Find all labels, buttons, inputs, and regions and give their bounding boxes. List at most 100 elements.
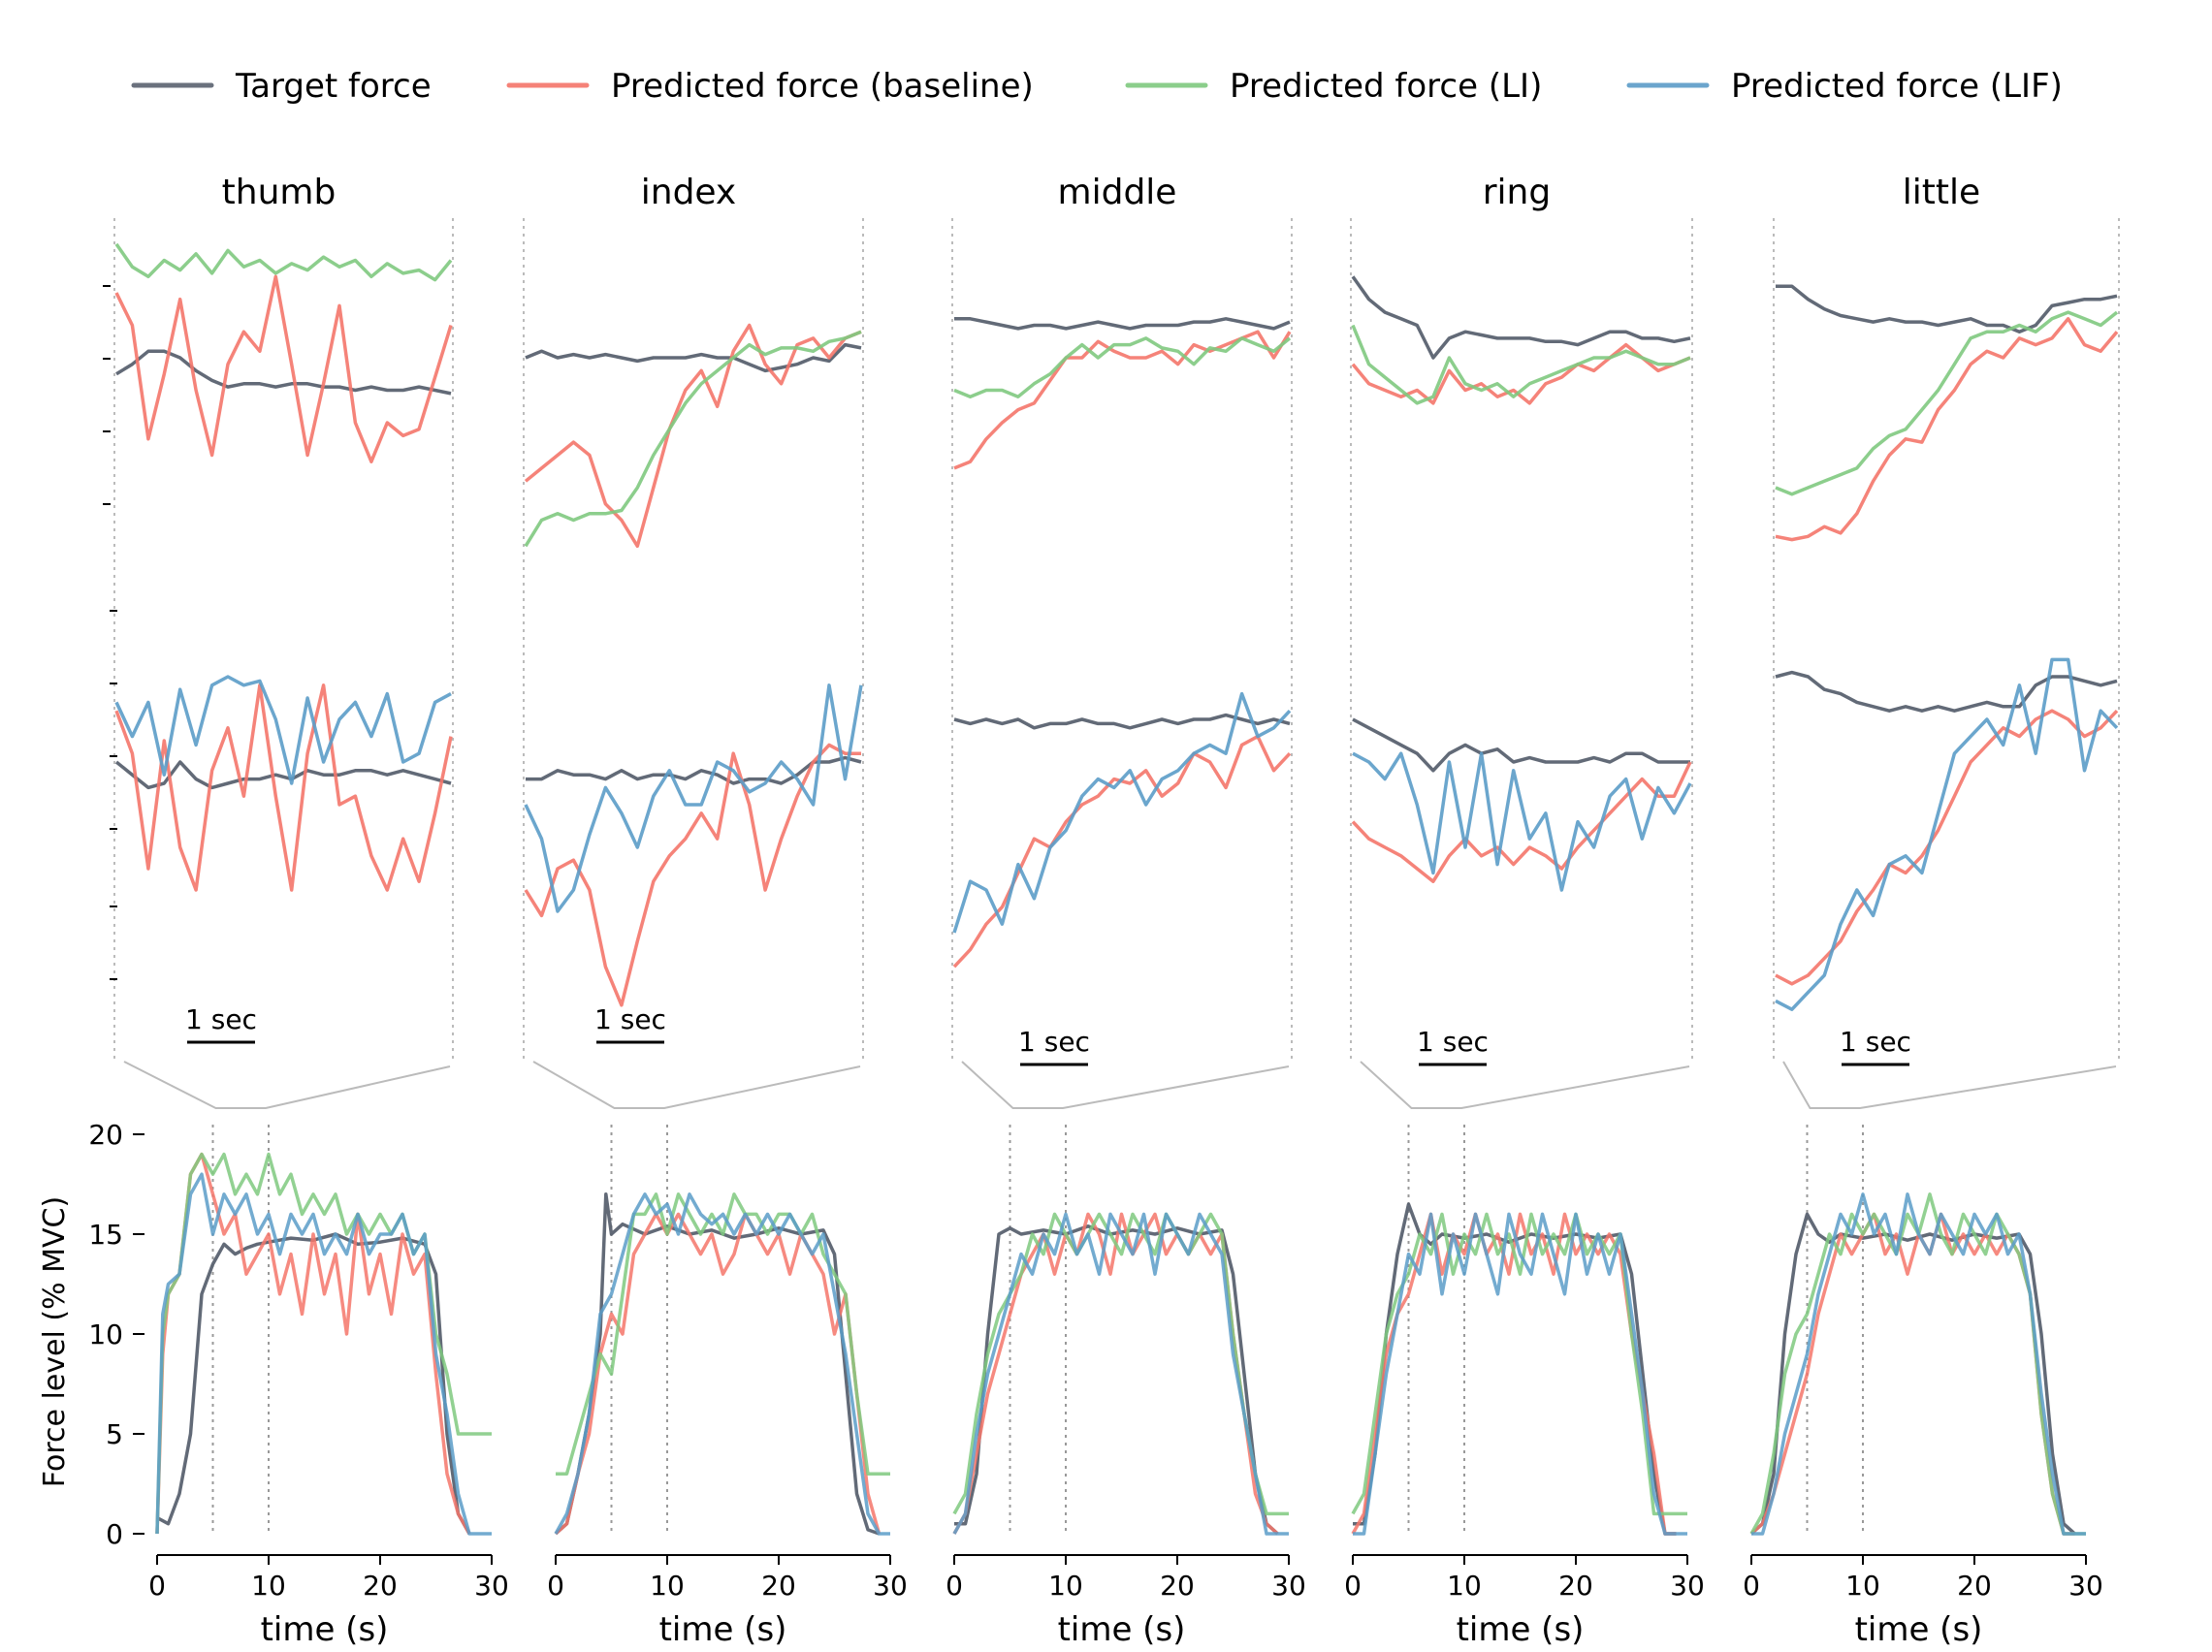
x-axis-label: time (s) bbox=[1855, 1610, 1983, 1649]
zoom-bottom-target bbox=[953, 713, 1291, 730]
panel-ring: ring 0 10 20 30 time (s) 1 sec bbox=[1344, 173, 1705, 1649]
zoom-bottom-lif bbox=[952, 691, 1292, 934]
zoom-top-target bbox=[1351, 275, 1691, 360]
x-tick-label-10: 10 bbox=[1845, 1570, 1880, 1602]
zoom-top-baseline bbox=[953, 330, 1292, 470]
series-lif-index bbox=[554, 1192, 890, 1536]
series-target-middle bbox=[954, 1224, 1279, 1536]
zoom-bottom-baseline bbox=[114, 683, 453, 892]
x-tick-label-30: 30 bbox=[1670, 1570, 1705, 1602]
zoom-top-baseline bbox=[524, 323, 862, 549]
y-tick-label-20: 20 bbox=[88, 1119, 123, 1151]
x-tick-label-30: 30 bbox=[474, 1570, 509, 1602]
panel-title-ring: ring bbox=[1483, 173, 1551, 212]
zoom-bottom-baseline bbox=[1775, 709, 2119, 986]
zoom-top-target bbox=[1776, 284, 2118, 334]
series-target-thumb bbox=[156, 1232, 471, 1535]
zoom-top-li bbox=[1775, 310, 2119, 496]
zoom-top-baseline bbox=[1775, 317, 2119, 542]
zoom-bottom-baseline bbox=[952, 734, 1292, 969]
series-li-ring bbox=[1351, 1212, 1687, 1516]
x-axis-label: time (s) bbox=[261, 1610, 389, 1649]
x-tick-label-30: 30 bbox=[1271, 1570, 1306, 1602]
scale-bar-label: 1 sec bbox=[1018, 1026, 1090, 1058]
zoom-top-li bbox=[524, 330, 862, 548]
zoom-bottom-lif bbox=[114, 675, 452, 785]
x-tick-label-0: 0 bbox=[1344, 1570, 1362, 1602]
series-lif-middle bbox=[952, 1212, 1289, 1536]
x-tick-label-10: 10 bbox=[1048, 1570, 1083, 1602]
series-lif-thumb bbox=[155, 1172, 492, 1536]
zoom-top-target bbox=[115, 349, 452, 396]
series-lif-little bbox=[1751, 1192, 2086, 1536]
zoom-bottom-target bbox=[114, 760, 452, 790]
scale-bar-label: 1 sec bbox=[1417, 1026, 1489, 1058]
series-li-middle bbox=[952, 1212, 1289, 1516]
y-tick-label-0: 0 bbox=[106, 1518, 123, 1550]
panel-title-thumb: thumb bbox=[222, 173, 337, 212]
zoom-top-target bbox=[954, 317, 1291, 331]
zoom-top-li bbox=[1351, 324, 1691, 405]
panels: thumb 0 10 20 30 time (s) 1 sec 0 5 10 15 20 Force l… bbox=[38, 173, 2120, 1649]
x-tick-label-20: 20 bbox=[761, 1570, 796, 1602]
zoom-bottom-baseline bbox=[524, 743, 861, 1007]
x-axis-label: time (s) bbox=[1457, 1610, 1585, 1649]
x-tick-label-20: 20 bbox=[1957, 1570, 1992, 1602]
zoom-bottom-lif bbox=[524, 683, 863, 913]
legend-label-lif: Predicted force (LIF) bbox=[1731, 67, 2063, 106]
legend: Target force Predicted force (baseline) Pr… bbox=[131, 67, 2063, 106]
series-li-index bbox=[556, 1192, 890, 1476]
x-tick-label-10: 10 bbox=[650, 1570, 685, 1602]
zoom-connector bbox=[532, 1061, 861, 1109]
zoom-bottom-target bbox=[526, 755, 862, 785]
zoom-bottom-baseline bbox=[1351, 761, 1692, 883]
x-tick-label-20: 20 bbox=[1558, 1570, 1593, 1602]
x-tick-label-0: 0 bbox=[148, 1570, 166, 1602]
zoom-bottom-lif bbox=[1775, 657, 2119, 1011]
y-tick-label-5: 5 bbox=[106, 1418, 123, 1450]
x-tick-label-0: 0 bbox=[547, 1570, 564, 1602]
x-tick-label-0: 0 bbox=[946, 1570, 963, 1602]
scale-bar-label: 1 sec bbox=[594, 1003, 666, 1035]
x-tick-label-20: 20 bbox=[363, 1570, 398, 1602]
zoom-bottom-lif bbox=[1352, 751, 1692, 892]
zoom-connector bbox=[1782, 1061, 2117, 1109]
y-axis-label: Force level (% MVC) bbox=[38, 1196, 72, 1487]
x-tick-label-10: 10 bbox=[1447, 1570, 1482, 1602]
zoom-connector bbox=[961, 1061, 1290, 1109]
scale-bar-label: 1 sec bbox=[1840, 1026, 1911, 1058]
zoom-bottom-target bbox=[1352, 717, 1690, 773]
series-baseline-index bbox=[554, 1212, 882, 1536]
x-tick-label-20: 20 bbox=[1160, 1570, 1195, 1602]
scale-bar-label: 1 sec bbox=[185, 1003, 257, 1035]
panel-thumb: thumb 0 10 20 30 time (s) 1 sec 0 5 10 15 20 Force l… bbox=[38, 173, 509, 1649]
x-tick-label-30: 30 bbox=[873, 1570, 908, 1602]
series-baseline-thumb bbox=[155, 1152, 471, 1535]
panel-title-little: little bbox=[1903, 173, 1980, 212]
zoom-bottom-target bbox=[1775, 670, 2118, 713]
panel-title-middle: middle bbox=[1058, 173, 1177, 212]
series-li-little bbox=[1749, 1192, 2086, 1536]
zoom-connector bbox=[123, 1061, 451, 1109]
zoom-top-baseline bbox=[114, 274, 453, 463]
zoom-top-target bbox=[525, 342, 862, 373]
panel-middle: middle 0 10 20 30 time (s) 1 sec bbox=[946, 173, 1306, 1649]
zoom-top-li bbox=[953, 336, 1292, 398]
legend-label-baseline: Predicted force (baseline) bbox=[611, 67, 1034, 106]
panel-index: index 0 10 20 30 time (s) 1 sec bbox=[523, 173, 908, 1649]
legend-label-li: Predicted force (LI) bbox=[1230, 67, 1542, 106]
x-tick-label-30: 30 bbox=[2068, 1570, 2103, 1602]
zoom-top-baseline bbox=[1351, 342, 1691, 405]
panel-title-index: index bbox=[641, 173, 737, 212]
x-tick-label-10: 10 bbox=[251, 1570, 286, 1602]
zoom-connector bbox=[1360, 1061, 1690, 1109]
legend-label-target: Target force bbox=[235, 67, 432, 106]
zoom-top-li bbox=[114, 242, 453, 282]
y-tick-label-15: 15 bbox=[88, 1219, 123, 1251]
y-tick-label-10: 10 bbox=[88, 1318, 123, 1350]
panel-little: little 0 10 20 30 time (s) 1 sec bbox=[1743, 173, 2120, 1649]
x-axis-label: time (s) bbox=[1058, 1610, 1186, 1649]
x-axis-label: time (s) bbox=[659, 1610, 787, 1649]
series-baseline-ring bbox=[1351, 1212, 1677, 1536]
